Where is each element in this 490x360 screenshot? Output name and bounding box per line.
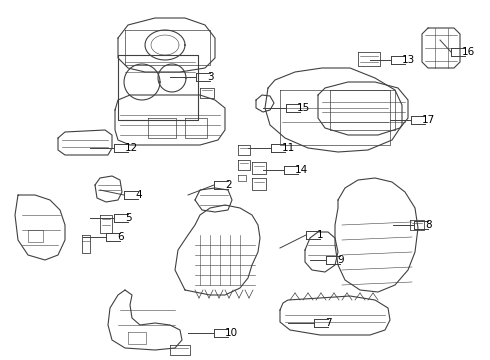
Text: 15: 15	[297, 103, 310, 113]
Text: 13: 13	[402, 55, 415, 65]
Text: 4: 4	[135, 190, 142, 200]
Text: 16: 16	[462, 47, 475, 57]
Text: 3: 3	[207, 72, 214, 82]
Text: 7: 7	[325, 318, 332, 328]
Text: 2: 2	[225, 180, 232, 190]
Text: 6: 6	[117, 232, 123, 242]
Text: 17: 17	[422, 115, 435, 125]
Text: 5: 5	[125, 213, 132, 223]
Text: 12: 12	[125, 143, 138, 153]
Text: 8: 8	[425, 220, 432, 230]
Text: 10: 10	[225, 328, 238, 338]
Text: 14: 14	[295, 165, 308, 175]
Text: 11: 11	[282, 143, 295, 153]
Text: 9: 9	[337, 255, 343, 265]
Text: 1: 1	[317, 230, 323, 240]
